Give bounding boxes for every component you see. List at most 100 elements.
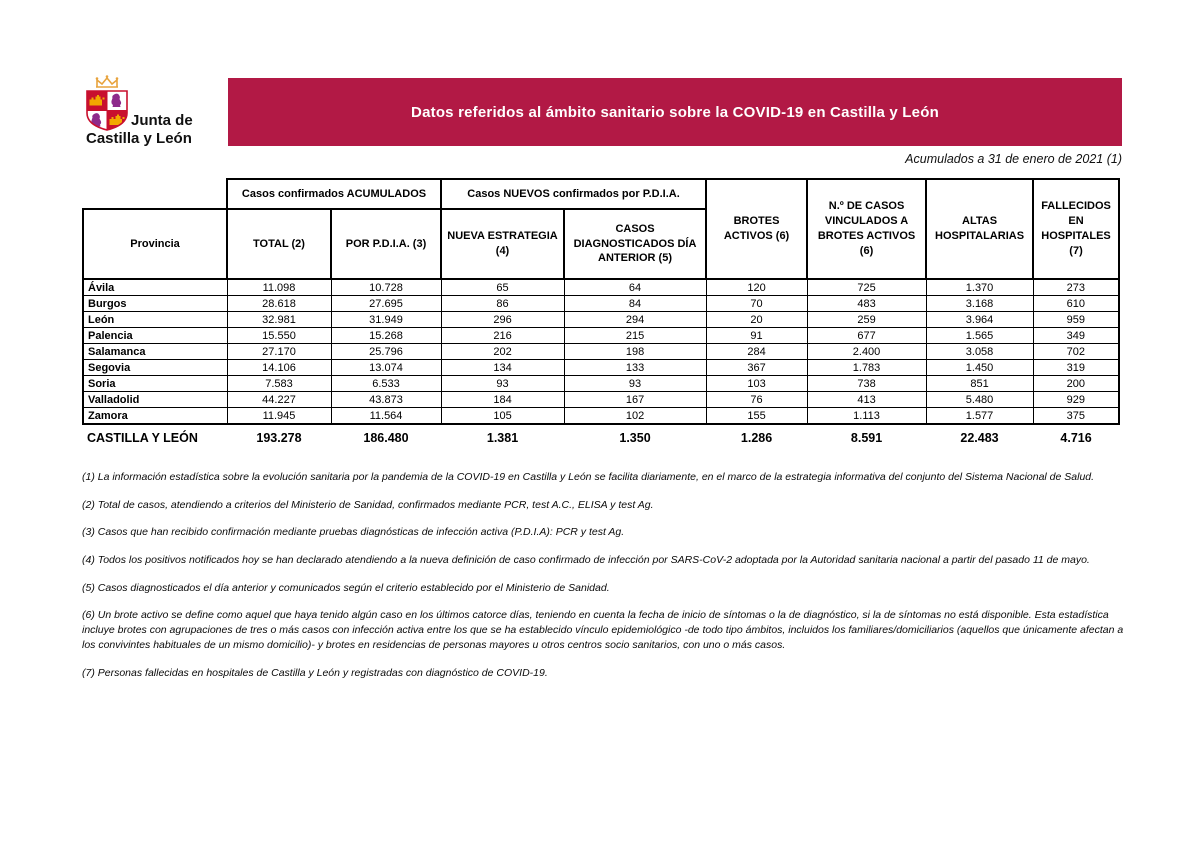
value-cell: 76 xyxy=(705,391,808,408)
value-cell: 375 xyxy=(1032,407,1121,425)
value-cell: 15.550 xyxy=(226,327,332,344)
crown-icon xyxy=(95,75,119,88)
table-row: Zamora 11.945 11.564 105 102 155 1.113 1.577 375 xyxy=(82,407,1121,425)
value-cell: 184 xyxy=(440,391,565,408)
total-value: 4.716 xyxy=(1060,431,1092,445)
logo-text-line1: Junta de xyxy=(131,112,193,129)
col-header-brotes-activos: BROTES ACTIVOS (6) xyxy=(705,178,809,280)
banner: Datos referidos al ámbito sanitario sobr… xyxy=(228,78,1122,146)
value-cell: 202 xyxy=(440,343,565,360)
value-cell: 3.058 xyxy=(925,343,1034,360)
total-value: 1.286 xyxy=(740,431,773,445)
value-cell: 43.873 xyxy=(330,391,442,408)
value-cell: 738 xyxy=(806,375,927,392)
value-cell: 6.533 xyxy=(330,375,442,392)
junta-castilla-leon-logo: Junta de Castilla y León xyxy=(84,74,204,148)
value-cell: 1.565 xyxy=(925,327,1034,344)
province-cell: Ávila xyxy=(82,278,228,296)
col-header-total: TOTAL (2) xyxy=(226,208,332,280)
value-cell: 133 xyxy=(563,359,707,376)
table-row: Palencia 15.550 15.268 216 215 91 677 1.565 349 xyxy=(82,327,1121,344)
value-cell: 413 xyxy=(806,391,927,408)
value-cell: 349 xyxy=(1032,327,1121,344)
col-header-altas: ALTAS HOSPITALARIAS xyxy=(925,178,1035,280)
value-cell: 259 xyxy=(806,311,927,328)
value-cell: 93 xyxy=(440,375,565,392)
value-cell: 273 xyxy=(1032,278,1121,296)
value-cell: 84 xyxy=(563,295,707,312)
col-header-nueva-estrategia: NUEVA ESTRATEGIA (4) xyxy=(440,208,566,280)
total-value: 193.278 xyxy=(256,431,302,445)
province-cell: Salamanca xyxy=(82,343,228,360)
value-cell: 70 xyxy=(705,295,808,312)
col-header-provincia: Provincia xyxy=(82,208,228,280)
value-cell: 155 xyxy=(705,407,808,425)
footnote-7: (7) Personas fallecidas en hospitales de… xyxy=(82,666,548,679)
province-cell: León xyxy=(82,311,228,328)
group-header-new-pdia: Casos NUEVOS confirmados por P.D.I.A. xyxy=(440,178,708,210)
footnote-5: (5) Casos diagnosticados el día anterior… xyxy=(82,581,610,594)
province-cell: Burgos xyxy=(82,295,228,312)
value-cell: 20 xyxy=(705,311,808,328)
value-cell: 93 xyxy=(563,375,707,392)
value-cell: 851 xyxy=(925,375,1034,392)
value-cell: 91 xyxy=(705,327,808,344)
table-row: Segovia 14.106 13.074 134 133 367 1.783 1.450 31… xyxy=(82,359,1121,376)
value-cell: 7.583 xyxy=(226,375,332,392)
value-cell: 1.113 xyxy=(806,407,927,425)
table-row: Burgos 28.618 27.695 86 84 70 483 3.168 610 xyxy=(82,295,1121,312)
province-cell: Zamora xyxy=(82,407,228,425)
value-cell: 25.796 xyxy=(330,343,442,360)
table-row: Ávila 11.098 10.728 65 64 120 725 1.370 273 xyxy=(82,278,1121,296)
group-header-accumulated: Casos confirmados ACUMULADOS xyxy=(225,178,443,210)
coat-of-arms-icon: Junta de Castilla y León xyxy=(86,75,193,147)
total-value: 186.480 xyxy=(363,431,409,445)
total-value: 1.381 xyxy=(486,431,519,445)
value-cell: 959 xyxy=(1032,311,1121,328)
value-cell: 294 xyxy=(563,311,707,328)
table-row: Soria 7.583 6.533 93 93 103 738 851 200 xyxy=(82,375,1121,392)
footnote-2: (2) Total de casos, atendiendo a criteri… xyxy=(82,498,654,511)
value-cell: 11.945 xyxy=(226,407,332,425)
footnotes: (1) La información estadística sobre la … xyxy=(82,470,1124,693)
value-cell: 31.949 xyxy=(330,311,442,328)
value-cell: 32.981 xyxy=(226,311,332,328)
table-sub-header-row: Provincia TOTAL (2) POR P.D.I.A. (3) NUE… xyxy=(82,208,1119,280)
value-cell: 1.370 xyxy=(925,278,1034,296)
value-cell: 64 xyxy=(563,278,707,296)
value-cell: 86 xyxy=(440,295,565,312)
value-cell: 65 xyxy=(440,278,565,296)
table-row: León 32.981 31.949 296 294 20 259 3.964 959 xyxy=(82,311,1121,328)
province-cell: Valladolid xyxy=(82,391,228,408)
value-cell: 10.728 xyxy=(330,278,442,296)
value-cell: 120 xyxy=(705,278,808,296)
value-cell: 28.618 xyxy=(226,295,332,312)
value-cell: 200 xyxy=(1032,375,1121,392)
covid-table-wrap: Casos confirmados ACUMULADOS Casos NUEVO… xyxy=(82,178,1121,451)
page-title: Datos referidos al ámbito sanitario sobr… xyxy=(411,103,939,121)
value-cell: 3.168 xyxy=(925,295,1034,312)
value-cell: 1.450 xyxy=(925,359,1034,376)
total-label: CASTILLA Y LEÓN xyxy=(87,431,198,445)
value-cell: 610 xyxy=(1032,295,1121,312)
col-header-fallecidos: FALLECIDOS EN HOSPITALES (7) xyxy=(1032,178,1121,280)
table-group-header-row: Casos confirmados ACUMULADOS Casos NUEVO… xyxy=(83,178,1121,280)
col-header-casos-vinculados: N.º DE CASOS VINCULADOS A BROTES ACTIVOS… xyxy=(806,178,928,280)
total-value: 1.350 xyxy=(619,431,651,445)
value-cell: 5.480 xyxy=(925,391,1034,408)
table-row: Salamanca 27.170 25.796 202 198 284 2.400 3.058… xyxy=(82,343,1121,360)
value-cell: 215 xyxy=(563,327,707,344)
value-cell: 483 xyxy=(806,295,927,312)
value-cell: 167 xyxy=(563,391,707,408)
value-cell: 702 xyxy=(1032,343,1121,360)
value-cell: 14.106 xyxy=(226,359,332,376)
value-cell: 1.577 xyxy=(925,407,1034,425)
value-cell: 929 xyxy=(1032,391,1121,408)
value-cell: 102 xyxy=(563,407,707,425)
col-header-por-pdia: POR P.D.I.A. (3) xyxy=(329,208,443,280)
province-cell: Soria xyxy=(82,375,228,392)
province-cell: Palencia xyxy=(82,327,228,344)
value-cell: 103 xyxy=(705,375,808,392)
value-cell: 296 xyxy=(440,311,565,328)
